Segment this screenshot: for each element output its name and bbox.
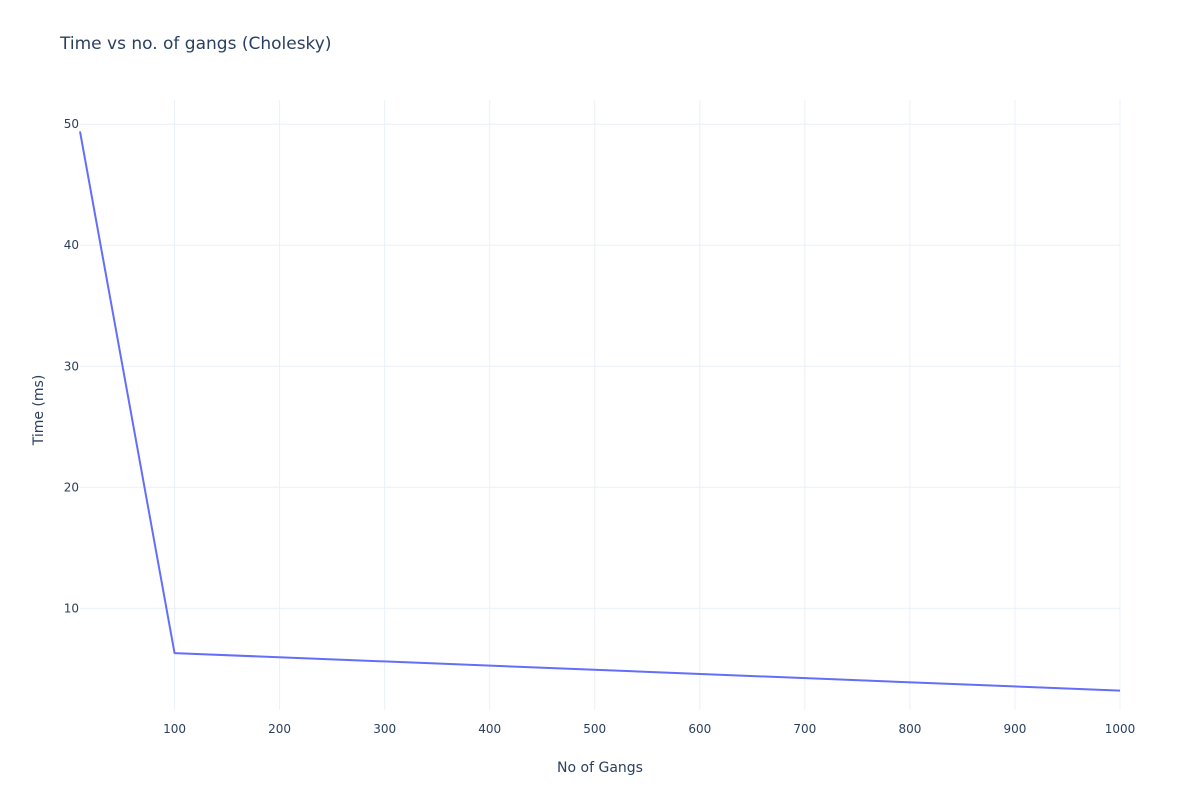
x-tick-label: 200 [268,722,291,736]
x-tick-label: 100 [163,722,186,736]
x-tick-label: 800 [898,722,921,736]
x-tick-label: 1000 [1105,722,1136,736]
x-tick-label: 600 [688,722,711,736]
x-axis-title: No of Gangs [557,760,643,776]
x-tick-label: 700 [793,722,816,736]
series-layer [79,131,1121,692]
x-tick-label: 500 [583,722,606,736]
y-tick-label: 20 [64,480,79,494]
series-line [79,131,1121,692]
y-tick-label: 40 [64,238,79,252]
y-tick-label: 50 [64,117,79,131]
x-tick-label: 400 [478,722,501,736]
x-tick-label: 900 [1003,722,1026,736]
y-axis-title: Time (ms) [31,375,47,447]
y-tick-label: 10 [64,601,79,615]
x-tick-label: 300 [373,722,396,736]
grid [80,100,1121,710]
y-tick-label: 30 [64,359,79,373]
tick-labels: 100 200 300 400 500 600 700 800 900 1000 10 20 30 40 5… [64,117,1136,736]
chart-title: Time vs no. of gangs (Cholesky) [59,34,332,54]
